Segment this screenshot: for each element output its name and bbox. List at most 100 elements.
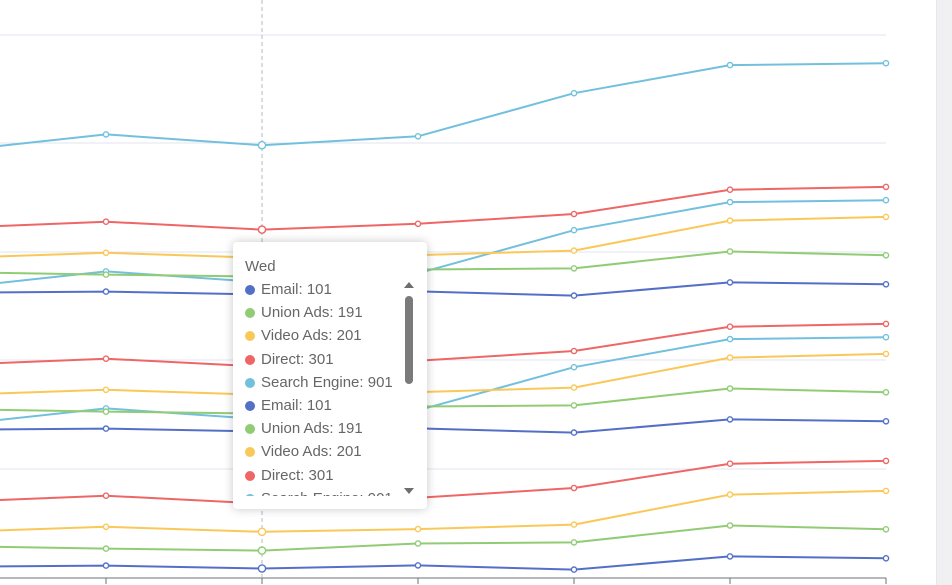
tooltip-row-label: Union Ads: 191 (261, 304, 363, 322)
legend-dot-icon (245, 308, 255, 319)
tooltip-row: Video Ads: 201 (245, 440, 410, 463)
tooltip-row: Direct: 301 (245, 464, 410, 487)
data-point (570, 347, 578, 355)
data-point (882, 196, 890, 204)
data-point (726, 460, 734, 468)
tooltip-row: Search Engine: 901 (245, 487, 410, 496)
data-point (414, 525, 422, 533)
data-point (102, 562, 110, 569)
data-point (726, 186, 734, 193)
data-point (570, 292, 578, 299)
data-point (102, 218, 110, 225)
data-point (726, 491, 734, 498)
tooltip-row: Email: 101 (245, 394, 410, 417)
data-point (882, 59, 890, 67)
data-point (102, 131, 110, 138)
data-point (570, 89, 578, 97)
tooltip-row-label: Video Ads: 201 (261, 327, 362, 345)
data-point (726, 522, 734, 529)
data-point (882, 183, 890, 191)
data-point (882, 457, 890, 465)
data-point (726, 416, 734, 423)
tooltip-row: Email: 101 (245, 278, 410, 301)
page-scrollbar[interactable] (936, 0, 952, 585)
tooltip-row: Union Ads: 191 (245, 417, 410, 440)
data-point (570, 484, 578, 492)
scroll-up-icon[interactable] (404, 282, 414, 288)
data-point (726, 248, 734, 255)
data-point (414, 132, 422, 140)
data-point (726, 61, 734, 69)
data-point (570, 247, 578, 254)
legend-dot-icon (245, 377, 255, 388)
data-point (102, 288, 110, 295)
data-point (102, 408, 110, 415)
data-point (726, 323, 734, 331)
data-point (882, 333, 890, 341)
tooltip-row-label: Union Ads: 191 (261, 420, 363, 438)
scroll-thumb[interactable] (405, 296, 413, 384)
data-point (726, 335, 734, 343)
legend-dot-icon (245, 493, 255, 496)
data-point (726, 354, 734, 361)
data-point (257, 564, 267, 573)
data-point (570, 429, 578, 436)
series-line (0, 459, 887, 505)
data-point (726, 553, 734, 560)
data-point (257, 546, 267, 555)
data-point (882, 251, 890, 259)
tooltip-row-label: Search Engine: 901 (261, 490, 393, 496)
tooltip-row-label: Search Engine: 901 (261, 373, 393, 391)
data-point (257, 225, 267, 234)
data-point (726, 385, 734, 392)
tooltip-row: Video Ads: 201 (245, 324, 410, 347)
tooltip-list[interactable]: Email: 101 Union Ads: 191 Video Ads: 201 Di… (245, 278, 410, 496)
legend-dot-icon (245, 400, 255, 411)
data-point (102, 355, 110, 363)
tooltip-row-label: Direct: 301 (261, 466, 334, 484)
legend-dot-icon (245, 470, 255, 481)
tooltip-row-label: Email: 101 (261, 281, 332, 298)
data-point (882, 487, 890, 495)
data-point (102, 492, 110, 500)
tooltip: Wed Email: 101 Union Ads: 191 Video Ads: 2… (233, 242, 427, 509)
tooltip-row: Search Engine: 901 (245, 371, 410, 394)
data-point (882, 555, 890, 562)
scroll-down-icon[interactable] (404, 488, 414, 494)
series-line (0, 185, 887, 231)
data-point (570, 226, 578, 234)
data-point (102, 271, 110, 278)
legend-dot-icon (245, 424, 255, 435)
series-line (0, 555, 887, 571)
legend-dot-icon (245, 447, 255, 458)
data-point (414, 562, 422, 569)
data-point (102, 386, 110, 394)
legend-dot-icon (245, 331, 255, 342)
legend-dot-icon (245, 354, 255, 365)
data-point (570, 363, 578, 371)
tooltip-row-label: Email: 101 (261, 396, 332, 414)
series-line (0, 62, 887, 147)
data-point (570, 265, 578, 272)
series-line (0, 281, 887, 297)
data-point (882, 350, 890, 358)
data-point (570, 566, 578, 573)
tooltip-scrollbar[interactable] (403, 280, 415, 496)
tooltip-title: Wed (245, 258, 276, 275)
tooltip-row: Direct: 301 (245, 348, 410, 371)
data-point (570, 539, 578, 546)
data-point (726, 198, 734, 206)
legend-dot-icon (245, 285, 255, 295)
data-point (882, 388, 890, 396)
tooltip-row-label: Video Ads: 201 (261, 443, 362, 461)
data-point (882, 526, 890, 533)
data-point (726, 279, 734, 286)
data-point (102, 249, 110, 257)
data-point (882, 280, 890, 288)
data-point (570, 521, 578, 528)
data-point (570, 384, 578, 391)
data-point (102, 425, 110, 432)
data-point (414, 220, 422, 228)
